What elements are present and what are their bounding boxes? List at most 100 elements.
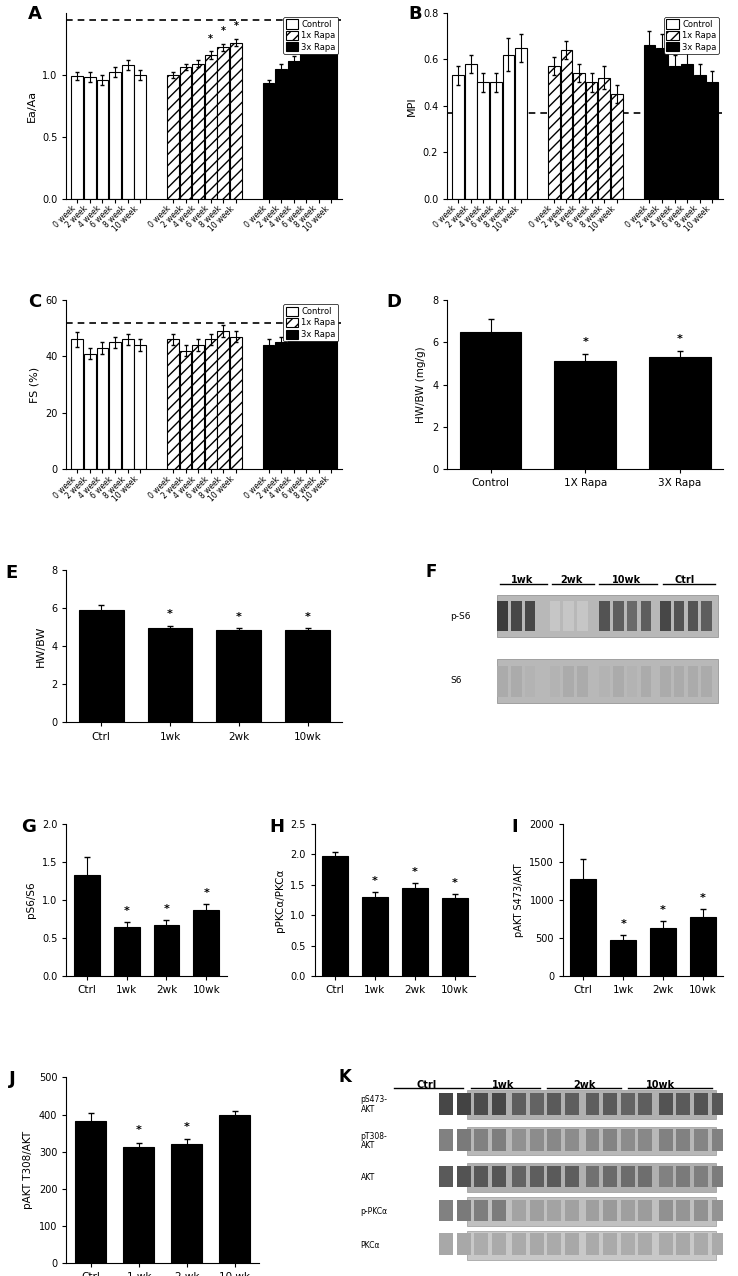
Bar <box>530 1199 544 1221</box>
Text: 10wk: 10wk <box>612 575 641 584</box>
Bar <box>694 1234 708 1254</box>
Bar <box>706 83 718 199</box>
Text: *: * <box>582 337 588 347</box>
Bar <box>511 601 522 632</box>
Bar <box>585 1129 599 1151</box>
Bar <box>475 1234 488 1254</box>
Y-axis label: pAKT T308/AKT: pAKT T308/AKT <box>24 1132 33 1210</box>
Bar <box>660 601 671 632</box>
Bar <box>694 1094 708 1114</box>
Bar <box>711 1129 725 1151</box>
Bar <box>660 666 671 697</box>
Bar <box>439 1129 453 1151</box>
Bar <box>497 658 718 703</box>
Bar <box>219 1115 250 1263</box>
Bar <box>512 1234 526 1254</box>
Bar <box>230 42 242 199</box>
Text: *: * <box>304 28 308 37</box>
Bar <box>694 75 706 199</box>
Text: *: * <box>677 334 683 345</box>
Bar <box>492 1166 506 1187</box>
Bar <box>644 45 655 199</box>
Bar <box>439 1234 453 1254</box>
Bar <box>548 1094 562 1114</box>
Bar <box>475 1199 488 1221</box>
Bar <box>676 1094 690 1114</box>
Bar <box>512 1094 526 1114</box>
Bar <box>573 73 584 199</box>
Bar <box>512 1166 526 1187</box>
Bar <box>123 1147 154 1263</box>
Bar <box>512 1199 526 1221</box>
Bar <box>548 1166 562 1187</box>
Bar <box>638 1094 652 1114</box>
Bar <box>192 64 204 199</box>
Bar <box>218 330 230 470</box>
Bar <box>577 601 587 632</box>
Bar <box>530 1129 544 1151</box>
Bar <box>72 339 83 470</box>
Bar <box>475 1129 488 1151</box>
Bar <box>659 1199 673 1221</box>
Bar <box>74 875 100 976</box>
Bar <box>84 353 96 470</box>
Bar <box>492 1199 506 1221</box>
Bar <box>122 65 134 199</box>
Text: *: * <box>661 905 666 915</box>
Bar <box>565 1166 579 1187</box>
Bar <box>230 337 242 470</box>
Bar <box>167 339 179 470</box>
Bar <box>659 1234 673 1254</box>
Bar <box>109 73 121 199</box>
Bar <box>457 1234 471 1254</box>
Bar <box>439 1199 453 1221</box>
Text: *: * <box>700 893 706 902</box>
Bar <box>694 1199 708 1221</box>
Bar <box>179 351 191 470</box>
Text: K: K <box>339 1068 351 1086</box>
Bar <box>114 926 139 976</box>
Bar <box>275 342 287 470</box>
Bar <box>570 879 596 976</box>
Bar <box>676 1129 690 1151</box>
Text: B: B <box>409 5 422 23</box>
Text: C: C <box>28 293 41 311</box>
Text: 1wk: 1wk <box>492 1081 514 1090</box>
Bar <box>525 666 535 697</box>
Bar <box>218 47 230 199</box>
Bar <box>167 75 179 199</box>
Bar <box>497 666 508 697</box>
Bar <box>701 666 712 697</box>
Bar <box>649 357 711 470</box>
Bar <box>638 1234 652 1254</box>
Bar <box>711 1094 725 1114</box>
Text: S6: S6 <box>450 676 461 685</box>
Bar <box>134 75 146 199</box>
Text: *: * <box>184 1122 190 1132</box>
Text: *: * <box>329 22 334 32</box>
Bar <box>288 61 300 199</box>
Bar <box>492 1094 506 1114</box>
Bar <box>439 1166 453 1187</box>
Bar <box>525 601 535 632</box>
Text: *: * <box>233 22 238 32</box>
Bar <box>621 1234 635 1254</box>
Bar <box>497 601 508 632</box>
Bar <box>694 1129 708 1151</box>
Bar <box>325 330 337 470</box>
Text: *: * <box>208 33 213 43</box>
Bar <box>205 55 216 199</box>
Bar <box>565 1129 579 1151</box>
Text: p-S6: p-S6 <box>450 611 471 620</box>
Text: G: G <box>21 818 36 836</box>
Text: *: * <box>317 23 322 33</box>
Bar <box>548 66 559 199</box>
Bar <box>659 1166 673 1187</box>
Bar <box>711 1234 725 1254</box>
Bar <box>603 1129 617 1151</box>
Bar <box>688 666 698 697</box>
Bar <box>530 1234 544 1254</box>
Bar <box>621 1094 635 1114</box>
Legend: Control, 1x Rapa, 3x Rapa: Control, 1x Rapa, 3x Rapa <box>283 17 338 54</box>
Bar <box>475 1166 488 1187</box>
